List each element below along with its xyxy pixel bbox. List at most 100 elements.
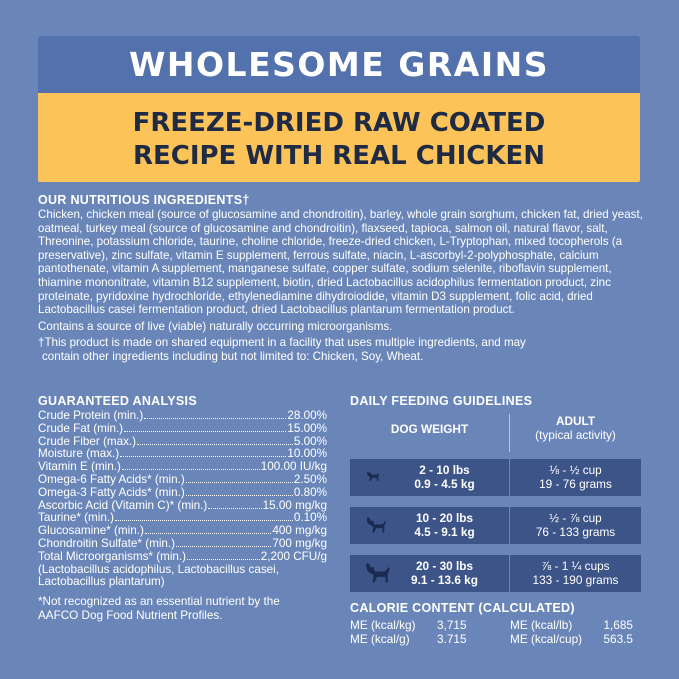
analysis-value: 0.80%: [293, 485, 327, 499]
banner-title: WHOLESOME GRAINS: [38, 36, 640, 93]
weight-range: 2 - 10 lbs 0.9 - 4.5 kg: [350, 462, 509, 491]
amount-cups: ⅛ - ½ cup: [549, 462, 602, 477]
feeding-amount-cell: ½ - ⅞ cup 76 - 133 grams: [510, 507, 641, 544]
analysis-row: Total Microorganisms* (min.) 2,200 CFU/g: [38, 549, 327, 564]
analysis-label: Total Microorganisms* (min.): [38, 549, 187, 563]
feeding-table-header: DOG WEIGHT ADULT (typical activity): [350, 414, 641, 452]
analysis-label: Crude Fat (min.): [38, 421, 124, 435]
feeding-row: 2 - 10 lbs 0.9 - 4.5 kg ⅛ - ½ cup 19 - 76 g…: [350, 459, 641, 496]
adult-header-sub: (typical activity): [535, 428, 616, 442]
analysis-value: 2.50%: [293, 472, 327, 486]
dot-leader: [208, 507, 262, 509]
calorie-heading: CALORIE CONTENT (CALCULATED): [350, 601, 575, 615]
dot-leader: [144, 533, 272, 535]
ingredients-section: OUR NUTRITIOUS INGREDIENTS† Chicken, chi…: [38, 193, 643, 364]
banner-subtitle-line2: RECIPE WITH REAL CHICKEN: [132, 141, 546, 171]
analysis-row: Chondroitin Sulfate* (min.) 700 mg/kg: [38, 536, 327, 551]
medium-dog-icon: [364, 512, 388, 539]
calorie-value: 563.5: [603, 631, 633, 646]
guaranteed-analysis-heading: GUARANTEED ANALYSIS: [38, 394, 197, 408]
analysis-value: 100.00 IU/kg: [260, 460, 327, 474]
dot-leader: [176, 545, 272, 547]
calorie-value: 1,685: [603, 618, 633, 632]
analysis-value: 28.00%: [287, 409, 327, 422]
aafco-footnote: *Not recognized as an essential nutrient…: [38, 595, 327, 622]
microorganisms-detail-line2: Lactobacillus plantarum): [38, 575, 165, 589]
analysis-label: Ascorbic Acid (Vitamin C)* (min.): [38, 498, 208, 512]
allergen-note-line2: contain other ingredients including but …: [42, 349, 424, 363]
analysis-row: Glucosamine* (min.) 400 mg/kg: [38, 524, 327, 538]
calorie-item: ME (kcal/cup) 563.5: [510, 631, 641, 647]
calorie-label: ME (kcal/lb): [510, 618, 573, 632]
analysis-row: Taurine* (min.) 0.10%: [38, 512, 327, 525]
weight-lbs: 2 - 10 lbs: [419, 462, 470, 477]
guaranteed-analysis: GUARANTEED ANALYSIS Crude Protein (min.)…: [38, 394, 327, 622]
analysis-value: 400 mg/kg: [272, 524, 327, 538]
amount-grams: 19 - 76 grams: [539, 476, 612, 491]
analysis-value: 5.00%: [293, 434, 327, 448]
dot-leader: [124, 430, 287, 432]
analysis-row: Omega-3 Fatty Acids* (min.) 0.80%: [38, 485, 327, 500]
amount-cups: ½ - ⅞ cup: [549, 510, 602, 525]
feeding-amount-cell: ⅛ - ½ cup 19 - 76 grams: [510, 459, 641, 496]
dot-leader: [121, 469, 260, 471]
weight-kg: 4.5 - 9.1 kg: [414, 524, 475, 539]
dog-weight-header: DOG WEIGHT: [390, 422, 469, 436]
feeding-heading: DAILY FEEDING GUIDELINES: [350, 394, 533, 408]
analysis-row: Omega-6 Fatty Acids* (min.) 2.50%: [38, 472, 327, 487]
allergen-note: †This product is made on shared equipmen…: [38, 336, 643, 363]
aafco-footnote-line2: AAFCO Dog Food Nutrient Profiles.: [38, 608, 223, 622]
analysis-label: Glucosamine* (min.): [38, 524, 144, 538]
microorganisms-detail-line1: (Lactobacillus acidophilus, Lactobacillu…: [38, 562, 280, 576]
analysis-label: Omega-3 Fatty Acids* (min.): [38, 485, 185, 499]
feeding-weight-cell: 10 - 20 lbs 4.5 - 9.1 kg: [350, 507, 509, 544]
analysis-value: 2,200 CFU/g: [260, 549, 327, 563]
calorie-value: 3,715: [437, 618, 467, 632]
feeding-weight-cell: 2 - 10 lbs 0.9 - 4.5 kg: [350, 459, 509, 496]
analysis-value: 15.00%: [287, 421, 327, 435]
banner-subtitle-line1: FREEZE-DRIED RAW COATED: [132, 108, 546, 138]
analysis-label: Crude Fiber (max.): [38, 434, 137, 448]
amount-grams: 76 - 133 grams: [535, 524, 616, 539]
weight-range: 20 - 30 lbs 9.1 - 13.6 kg: [350, 558, 509, 587]
calorie-value: 3.715: [437, 631, 467, 646]
daily-feeding-guidelines: DAILY FEEDING GUIDELINES DOG WEIGHT ADUL…: [350, 394, 641, 592]
calorie-label: ME (kcal/kg): [350, 618, 416, 632]
weight-range: 10 - 20 lbs 4.5 - 9.1 kg: [350, 511, 509, 539]
weight-kg: 9.1 - 13.6 kg: [411, 572, 478, 587]
weight-lbs: 20 - 30 lbs: [415, 558, 474, 573]
dot-leader: [115, 520, 293, 522]
analysis-value: 0.10%: [293, 511, 327, 525]
dot-leader: [185, 481, 293, 483]
analysis-label: Omega-6 Fatty Acids* (min.): [38, 472, 185, 486]
amount-grams: 133 - 190 grams: [532, 572, 619, 587]
dot-leader: [185, 494, 293, 496]
analysis-row: Vitamin E (min.) 100.00 IU/kg: [38, 460, 327, 474]
calorie-item: ME (kcal/lb) 1,685: [510, 618, 641, 633]
calorie-table: ME (kcal/kg) 3,715 ME (kcal/lb) 1,685 ME (kc…: [350, 618, 641, 647]
calorie-label: ME (kcal/cup): [510, 631, 583, 646]
feeding-row: 10 - 20 lbs 4.5 - 9.1 kg ½ - ⅞ cup 76 - 133…: [350, 507, 641, 544]
product-banner: WHOLESOME GRAINS FREEZE-DRIED RAW COATED…: [38, 36, 640, 182]
ingredients-heading: OUR NUTRITIOUS INGREDIENTS†: [38, 193, 250, 207]
analysis-value: 700 mg/kg: [272, 536, 327, 550]
banner-subtitle: FREEZE-DRIED RAW COATED RECIPE WITH REAL…: [38, 107, 640, 173]
live-microorganisms-note: Contains a source of live (viable) natur…: [38, 319, 393, 333]
feeding-weight-cell: 20 - 30 lbs 9.1 - 13.6 kg: [350, 555, 509, 592]
calorie-label: ME (kcal/g): [350, 631, 410, 646]
dot-leader: [137, 443, 293, 445]
aafco-footnote-line1: *Not recognized as an essential nutrient…: [38, 595, 280, 609]
calorie-item: ME (kcal/g) 3.715: [350, 631, 510, 647]
analysis-label: Chondroitin Sulfate* (min.): [38, 536, 176, 550]
analysis-label: Crude Protein (min.): [38, 409, 144, 422]
analysis-row: Moisture (max.) 10.00%: [38, 448, 327, 461]
feeding-row: 20 - 30 lbs 9.1 - 13.6 kg ⅞ - 1 ¼ cups 133 …: [350, 555, 641, 592]
analysis-row: Crude Fiber (max.) 5.00%: [38, 434, 327, 449]
analysis-value: 15.00 mg/kg: [262, 498, 327, 512]
analysis-value: 10.00%: [287, 447, 327, 461]
allergen-note-line1: †This product is made on shared equipmen…: [38, 336, 526, 350]
guaranteed-analysis-table: Crude Protein (min.) 28.00% Crude Fat (min…: [38, 409, 327, 564]
analysis-row: Crude Protein (min.) 28.00%: [38, 409, 327, 423]
small-dog-icon: [364, 466, 382, 489]
dot-leader: [120, 456, 287, 458]
